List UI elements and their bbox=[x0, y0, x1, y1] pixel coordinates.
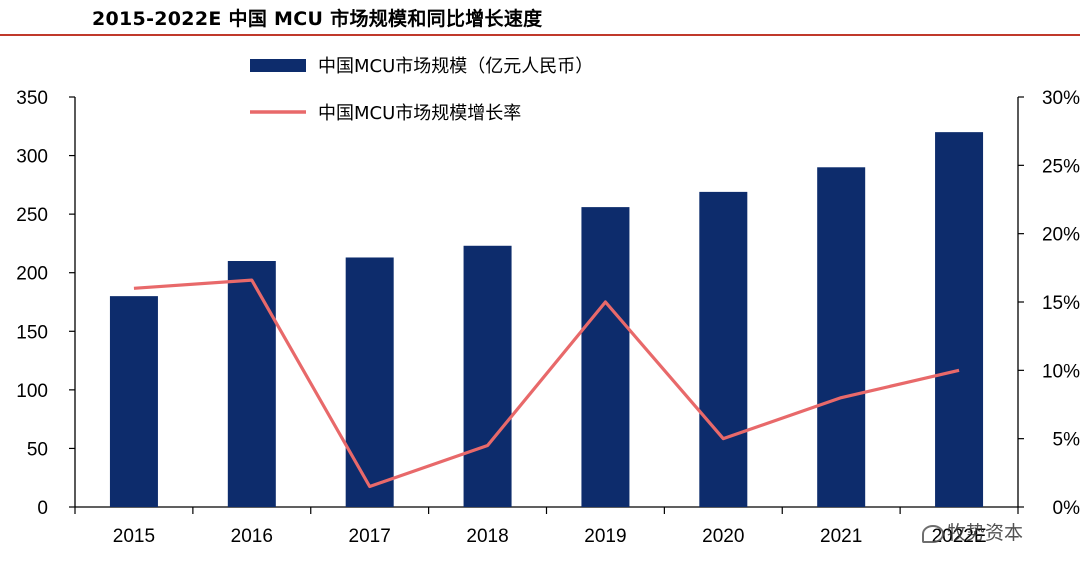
wechat-icon bbox=[922, 524, 944, 543]
y-left-tick-label: 0 bbox=[37, 498, 48, 519]
x-tick-label: 2020 bbox=[702, 526, 744, 547]
bars bbox=[109, 132, 984, 508]
bar-2019 bbox=[581, 207, 630, 507]
legend: 中国MCU市场规模（亿元人民币） 中国MCU市场规模增长率 bbox=[250, 56, 593, 124]
y-left-tick-labels: 0 50 100 150 200 250 300 350 bbox=[16, 88, 48, 519]
growth-polyline bbox=[133, 278, 960, 489]
y-right-tick-labels: 0% 5% 10% 15% 20% 25% 30% bbox=[1042, 88, 1080, 519]
y-right-tick-label: 20% bbox=[1042, 225, 1080, 246]
axes bbox=[69, 96, 1024, 514]
bar-2021 bbox=[817, 167, 866, 508]
bar-2018 bbox=[463, 245, 512, 507]
y-right-tick-label: 30% bbox=[1042, 88, 1080, 109]
y-left-tick-label: 100 bbox=[16, 381, 48, 402]
y-right-tick-label: 5% bbox=[1053, 430, 1080, 451]
x-tick-label: 2015 bbox=[113, 526, 155, 547]
x-tick-label: 2022E bbox=[932, 526, 987, 547]
y-left-tick-label: 50 bbox=[27, 439, 48, 460]
watermark: 牧势资本 bbox=[922, 518, 1023, 545]
y-right-tick-label: 0% bbox=[1053, 498, 1080, 519]
bar-2017 bbox=[345, 257, 394, 507]
legend-bar-swatch bbox=[250, 59, 306, 72]
legend-line-label: 中国MCU市场规模增长率 bbox=[318, 103, 521, 124]
bar-2020 bbox=[699, 191, 748, 507]
x-tick-label: 2017 bbox=[349, 526, 391, 547]
title-divider bbox=[0, 34, 1080, 36]
chart-title: 2015-2022E 中国 MCU 市场规模和同比增长速度 bbox=[92, 8, 543, 30]
bar-2015 bbox=[109, 296, 158, 507]
x-tick-labels: 2015 2016 2017 2018 2019 2020 2021 2022E bbox=[113, 526, 987, 547]
y-left-tick-label: 200 bbox=[16, 264, 48, 285]
y-right-tick-label: 25% bbox=[1042, 156, 1080, 177]
growth-line bbox=[133, 278, 960, 489]
y-right-tick-label: 15% bbox=[1042, 293, 1080, 314]
y-left-tick-label: 250 bbox=[16, 205, 48, 226]
x-tick-label: 2016 bbox=[231, 526, 273, 547]
x-tick-label: 2018 bbox=[466, 526, 508, 547]
x-tick-label: 2019 bbox=[584, 526, 626, 547]
y-left-tick-label: 300 bbox=[16, 147, 48, 168]
x-tick-label: 2021 bbox=[820, 526, 862, 547]
bar-2016 bbox=[227, 261, 276, 507]
y-left-tick-label: 350 bbox=[16, 88, 48, 109]
y-right-tick-label: 10% bbox=[1042, 361, 1080, 382]
legend-bar-label: 中国MCU市场规模（亿元人民币） bbox=[318, 56, 593, 77]
y-left-tick-label: 150 bbox=[16, 322, 48, 343]
bar-2022E bbox=[935, 132, 984, 507]
watermark-text: 牧势资本 bbox=[947, 522, 1024, 544]
